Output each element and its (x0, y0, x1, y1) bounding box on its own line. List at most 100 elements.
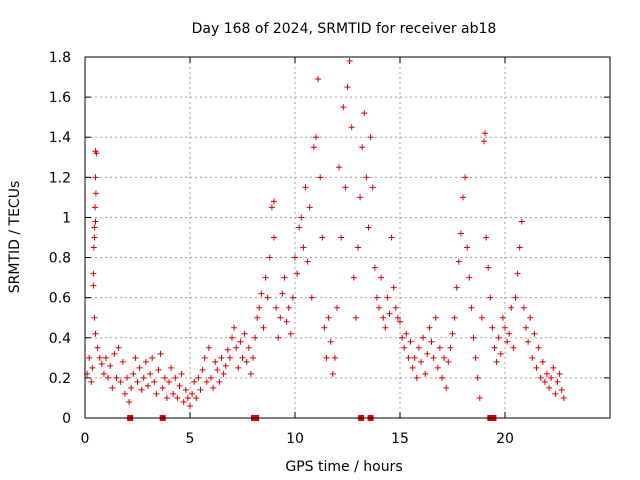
data-point (191, 378, 198, 385)
data-point (128, 384, 135, 391)
data-point (256, 304, 263, 311)
data-point (384, 294, 391, 301)
data-point (94, 344, 101, 351)
data-point (91, 314, 98, 321)
data-point (304, 258, 311, 265)
data-point (531, 330, 538, 337)
data-point (287, 330, 294, 337)
data-point (344, 84, 351, 91)
data-point (174, 394, 181, 401)
data-point (352, 314, 359, 321)
data-point (386, 310, 393, 317)
data-point (170, 390, 177, 397)
data-point (457, 230, 464, 237)
data-point (359, 144, 366, 151)
data-points (84, 58, 567, 409)
data-point (292, 254, 298, 261)
data-point (338, 234, 345, 241)
data-point (193, 394, 200, 401)
data-point (89, 364, 96, 371)
data-point (376, 304, 382, 311)
data-point (224, 346, 231, 353)
data-point (268, 204, 275, 211)
x-tick-label: 0 (81, 431, 90, 447)
plot-frame (84, 56, 611, 419)
data-point (315, 76, 322, 83)
data-point (91, 234, 98, 241)
data-point (310, 144, 317, 151)
data-point (539, 358, 546, 365)
data-point (403, 330, 410, 337)
data-point (153, 390, 160, 397)
data-point (428, 338, 435, 345)
data-point (470, 334, 477, 341)
data-point (478, 314, 485, 321)
data-point (273, 304, 280, 311)
y-axis-title: SRMTID / TECUs (7, 181, 23, 294)
data-point (439, 374, 445, 381)
data-point (147, 370, 154, 377)
y-tick-label: 1.6 (49, 90, 71, 106)
data-point (445, 358, 452, 365)
data-point (226, 354, 233, 361)
data-point (378, 274, 385, 281)
data-point (264, 294, 271, 301)
data-point (142, 358, 149, 365)
data-point (239, 354, 246, 361)
data-point (466, 274, 473, 281)
data-point (460, 194, 466, 201)
data-point (548, 374, 555, 381)
data-point (415, 344, 422, 351)
data-point (271, 198, 277, 205)
data-point (422, 370, 429, 377)
data-point (130, 370, 137, 377)
x-axis-title: GPS time / hours (285, 459, 402, 475)
y-tick-label: 0.2 (49, 371, 71, 387)
data-point (455, 258, 462, 265)
data-point (308, 294, 315, 301)
data-point (306, 204, 313, 211)
data-point (159, 384, 166, 391)
data-point (155, 366, 162, 373)
data-point (195, 374, 202, 381)
data-point (317, 174, 324, 181)
data-point (369, 184, 376, 191)
data-point (258, 290, 265, 297)
data-point (436, 344, 443, 351)
data-point (124, 374, 130, 381)
data-point (485, 264, 492, 271)
data-point (491, 344, 498, 351)
data-point (388, 234, 395, 241)
data-point (483, 234, 490, 241)
data-point (363, 174, 370, 181)
data-point (390, 284, 397, 291)
data-point (474, 374, 481, 381)
data-point (506, 330, 513, 337)
data-point (180, 398, 187, 405)
data-point (92, 174, 99, 181)
data-point (336, 164, 343, 171)
data-point (394, 314, 401, 321)
data-point (115, 344, 122, 351)
data-point (92, 218, 99, 225)
data-point (296, 224, 303, 231)
data-point (464, 244, 471, 251)
data-point (537, 374, 544, 381)
data-point (476, 394, 483, 401)
data-point (214, 366, 221, 373)
data-point (523, 324, 529, 331)
data-point (136, 364, 143, 371)
data-point (371, 264, 378, 271)
data-point (151, 378, 158, 385)
x-tick-label: 20 (496, 431, 514, 447)
data-point (93, 150, 100, 157)
data-point (107, 362, 114, 369)
data-point (319, 234, 326, 241)
data-point (88, 378, 95, 385)
data-point (348, 124, 355, 131)
data-point (392, 304, 399, 311)
x-tick-label: 5 (186, 431, 195, 447)
data-point (361, 110, 368, 117)
data-point (271, 234, 277, 241)
